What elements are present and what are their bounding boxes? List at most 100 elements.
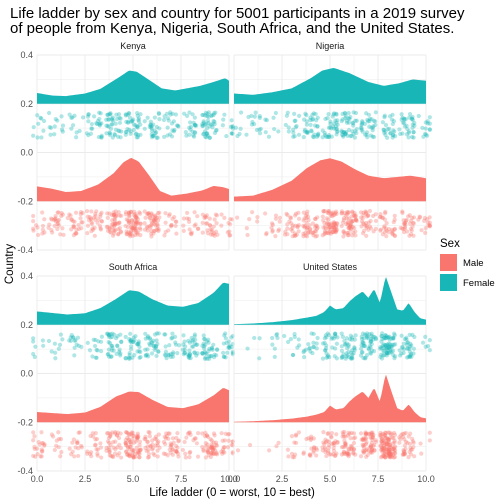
data-point — [149, 234, 154, 239]
data-point — [351, 447, 357, 452]
data-point — [416, 217, 421, 222]
data-point — [387, 448, 392, 453]
data-point — [382, 225, 387, 230]
data-point — [175, 123, 181, 128]
data-point — [187, 110, 192, 115]
data-point — [135, 435, 141, 440]
data-point — [126, 432, 132, 437]
data-point — [42, 217, 47, 222]
data-point — [209, 442, 214, 447]
data-point — [124, 217, 129, 222]
data-point — [143, 331, 148, 336]
data-point — [227, 431, 232, 437]
data-point — [293, 211, 299, 216]
data-point — [305, 130, 310, 135]
data-point — [130, 355, 135, 360]
data-point — [351, 110, 356, 115]
data-point — [92, 233, 97, 238]
data-point — [135, 220, 141, 225]
data-point — [301, 210, 306, 215]
data-point — [304, 119, 309, 124]
data-point — [400, 210, 405, 215]
data-point — [118, 351, 123, 356]
data-point — [329, 431, 335, 436]
data-point — [334, 223, 339, 229]
data-point — [154, 338, 159, 343]
data-point — [368, 350, 373, 355]
data-point — [95, 451, 100, 456]
data-point — [212, 111, 217, 116]
data-point — [67, 338, 72, 343]
data-point — [212, 231, 217, 236]
data-point — [86, 112, 91, 117]
data-point — [173, 340, 178, 345]
data-point — [169, 222, 174, 228]
data-point — [380, 336, 385, 342]
data-point — [124, 129, 129, 135]
data-point — [135, 124, 140, 129]
data-point — [244, 132, 249, 137]
data-point — [273, 216, 279, 221]
data-point — [290, 223, 295, 228]
data-point — [190, 337, 196, 343]
data-point — [208, 454, 213, 460]
data-point — [136, 132, 141, 138]
data-point — [368, 338, 374, 343]
data-point — [339, 355, 344, 361]
data-point — [408, 445, 413, 451]
data-point — [381, 353, 386, 358]
data-point — [322, 340, 327, 346]
data-point — [407, 332, 412, 338]
data-point — [360, 437, 366, 443]
data-point — [296, 430, 302, 435]
data-point — [391, 336, 396, 341]
data-point — [136, 117, 141, 123]
data-point — [363, 132, 368, 137]
data-point — [373, 438, 378, 443]
data-point — [392, 331, 397, 336]
data-point — [219, 431, 224, 436]
data-point — [346, 110, 351, 116]
data-point — [320, 135, 325, 140]
data-point — [227, 229, 232, 234]
data-point — [117, 115, 122, 121]
data-point — [314, 447, 320, 452]
data-point — [302, 348, 307, 353]
data-point — [156, 439, 161, 444]
data-point — [192, 341, 198, 346]
data-point — [183, 451, 188, 456]
data-point — [169, 134, 175, 139]
data-point — [370, 125, 375, 130]
x-tick-label: 2.5 — [79, 474, 92, 484]
data-point — [330, 225, 335, 230]
data-point — [31, 339, 36, 344]
data-point — [124, 443, 129, 448]
data-point — [214, 128, 219, 133]
data-point — [328, 434, 334, 439]
data-point — [137, 211, 143, 216]
data-point — [409, 117, 415, 122]
data-point — [372, 448, 377, 453]
data-point — [208, 354, 213, 359]
data-point — [409, 116, 414, 121]
data-point — [135, 431, 140, 436]
data-point — [334, 209, 339, 214]
data-point — [209, 444, 215, 449]
data-point — [127, 336, 132, 342]
data-point — [410, 215, 415, 220]
data-point — [113, 127, 119, 132]
data-point — [407, 441, 413, 447]
data-point — [149, 212, 154, 217]
data-point — [391, 336, 396, 341]
data-point — [408, 341, 413, 347]
data-point — [33, 344, 38, 349]
data-point — [70, 115, 75, 120]
data-point — [370, 134, 375, 139]
data-point — [106, 435, 112, 441]
data-point — [136, 119, 142, 124]
data-point — [367, 124, 372, 129]
data-point — [128, 441, 134, 447]
data-point — [133, 228, 138, 234]
data-point — [270, 335, 275, 341]
data-point — [341, 234, 346, 239]
